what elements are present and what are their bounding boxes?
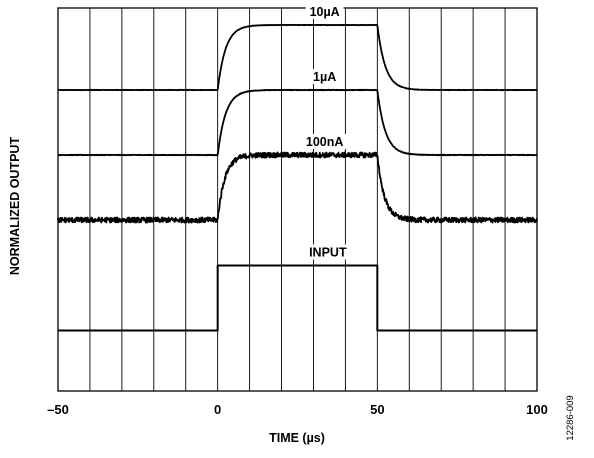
series-traces xyxy=(57,23,538,332)
series-label-backing xyxy=(309,69,340,84)
grid-lines xyxy=(89,8,506,391)
plot-area-frame xyxy=(57,7,538,392)
series-label-backing xyxy=(304,244,351,260)
x-tick-label-3: 100 xyxy=(526,402,548,417)
series-label-backing xyxy=(305,4,344,19)
x-tick-label-1: 0 xyxy=(214,402,221,417)
series-line-100na xyxy=(57,151,538,224)
y-axis-title: NORMALIZED OUTPUT xyxy=(8,137,22,276)
series-label-1-a: 1µA xyxy=(313,70,336,84)
series-label-input: INPUT xyxy=(309,246,347,260)
series-line-1-a xyxy=(57,88,538,157)
x-axis-title: TIME (µs) xyxy=(269,431,325,445)
figure-id-label: 12286-009 xyxy=(565,395,576,440)
series-labels: 10µA 1µA 100nA INPUT xyxy=(301,4,351,260)
series-label-10-a: 10µA xyxy=(310,5,340,19)
x-tick-label-2: 50 xyxy=(370,402,384,417)
series-line-input xyxy=(58,264,537,332)
x-tick-labels: –50 0 50 100 xyxy=(47,402,548,417)
series-label-100na: 100nA xyxy=(306,135,344,149)
series-label-backing xyxy=(301,134,348,149)
series-line-10-a xyxy=(57,23,538,92)
x-tick-label-0: –50 xyxy=(47,402,69,417)
